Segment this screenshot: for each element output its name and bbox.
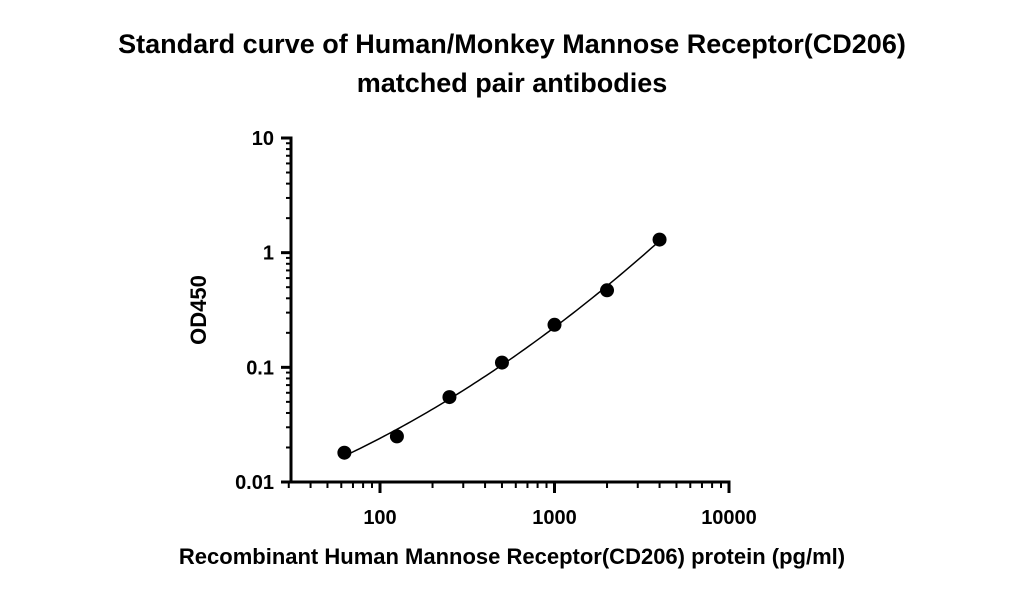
y-tick-label: 10 bbox=[252, 128, 274, 150]
data-point bbox=[600, 283, 615, 298]
data-point bbox=[442, 390, 457, 405]
x-axis-label: Recombinant Human Mannose Receptor(CD206… bbox=[179, 544, 845, 569]
chart-title-line2: matched pair antibodies bbox=[357, 68, 668, 98]
plot-area: 0.01 0.1 1 10 100 1000 10000 bbox=[235, 128, 757, 529]
fit-curve bbox=[344, 240, 661, 457]
y-tick-label: 1 bbox=[263, 243, 274, 265]
data-point bbox=[547, 317, 562, 332]
data-point bbox=[389, 429, 404, 444]
data-point bbox=[652, 232, 667, 247]
data-point bbox=[494, 355, 509, 370]
chart-title-line1: Standard curve of Human/Monkey Mannose R… bbox=[118, 29, 906, 59]
data-point bbox=[337, 445, 352, 460]
y-tick-label: 0.1 bbox=[246, 357, 274, 379]
x-tick-label: 10000 bbox=[701, 507, 757, 529]
y-axis-label: OD450 bbox=[186, 275, 211, 345]
x-tick-label: 1000 bbox=[532, 507, 577, 529]
y-tick-label: 0.01 bbox=[235, 472, 274, 494]
x-tick-label: 100 bbox=[363, 507, 396, 529]
